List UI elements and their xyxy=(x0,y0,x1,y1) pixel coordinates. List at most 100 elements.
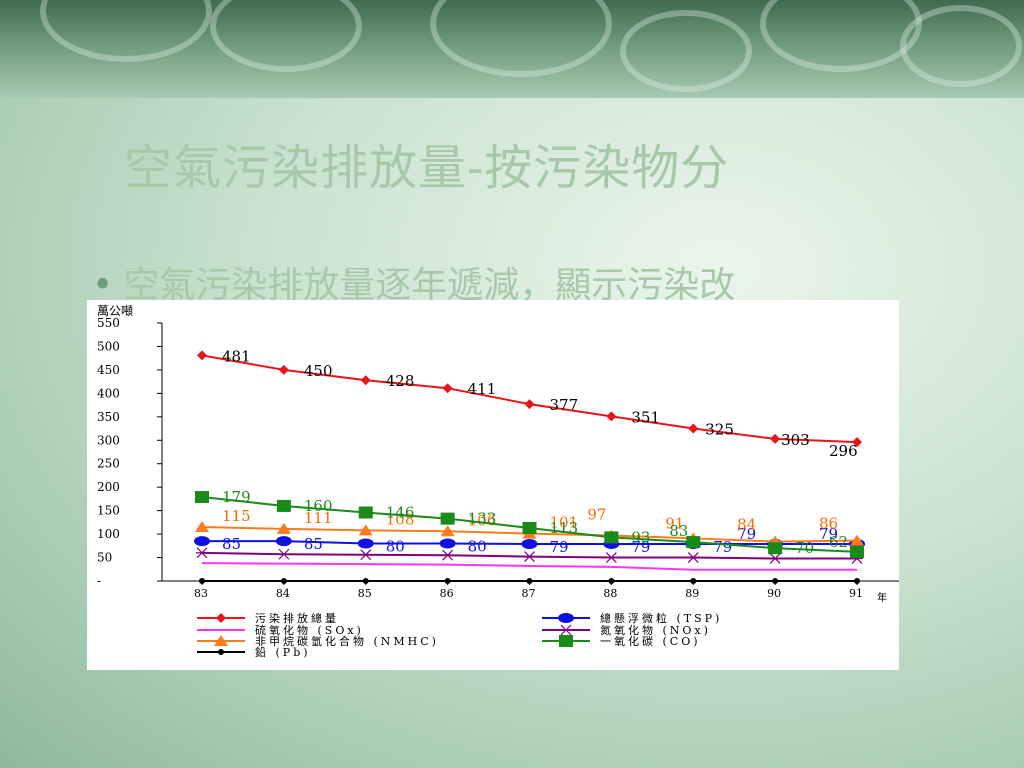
y-tick-label: 350 xyxy=(97,410,120,424)
series-1-marker xyxy=(357,538,374,549)
series-1-data-label: 79 xyxy=(631,538,650,556)
bullet-item: • 空氣污染排放量逐年遞減，顯示污染改 xyxy=(92,256,912,302)
series-0-marker xyxy=(442,383,453,394)
legend-marker xyxy=(218,649,224,655)
series-0-line xyxy=(201,354,858,444)
series-4-data-label: 86 xyxy=(819,515,838,533)
series-5-data-label: 62 xyxy=(829,533,848,551)
series-1-marker xyxy=(275,536,292,547)
x-tick-label: 91 xyxy=(849,587,863,600)
series-4-data-label: 84 xyxy=(737,516,756,534)
series-6-marker xyxy=(690,578,697,584)
series-5-data-label: 83 xyxy=(669,522,688,540)
legend-label: 一氧化碳 (CO) xyxy=(600,634,701,648)
series-6-marker xyxy=(444,578,451,584)
legend-label: 氮氧化物 (NOx) xyxy=(600,623,711,637)
series-5-data-label: 93 xyxy=(631,528,650,546)
series-4-data-label: 115 xyxy=(222,507,251,525)
series-3-marker xyxy=(196,547,208,559)
series-3-marker xyxy=(769,553,782,564)
legend-label: 總懸浮微粒 (TSP) xyxy=(600,611,722,625)
series-0-marker xyxy=(278,364,289,375)
series-6-marker xyxy=(199,578,205,584)
series-0-marker xyxy=(606,411,617,422)
series-5-marker xyxy=(358,506,373,519)
series-1-data-label: 85 xyxy=(222,535,241,553)
series-4-data-label: 111 xyxy=(304,509,333,527)
y-tick-label: 100 xyxy=(97,527,120,541)
series-4-marker xyxy=(358,524,373,536)
series-3-marker xyxy=(605,552,618,563)
legend-marker xyxy=(558,613,574,623)
y-tick-label: 450 xyxy=(97,363,120,377)
slide-title: 空氣污染排放量-按污染物分 xyxy=(124,140,730,196)
legend-label: 污染排放總量 xyxy=(255,611,339,625)
series-5-marker xyxy=(276,499,291,512)
series-1-data-label: 85 xyxy=(304,535,323,553)
series-6-marker xyxy=(280,578,287,584)
x-tick-label: 89 xyxy=(685,587,699,600)
series-1-data-label: 79 xyxy=(713,538,732,556)
series-0-data-label: 351 xyxy=(631,408,660,426)
series-0-data-label: 411 xyxy=(468,380,497,398)
series-0-data-label: 481 xyxy=(222,347,251,365)
series-0-data-label: 296 xyxy=(829,442,858,460)
series-4-data-label: 91 xyxy=(665,514,684,532)
series-6-marker xyxy=(526,578,533,584)
series-0-marker xyxy=(360,375,371,386)
series-1-marker xyxy=(439,538,456,549)
series-0-data-label: 325 xyxy=(705,421,734,439)
y-tick-label: 200 xyxy=(97,480,120,494)
series-3-marker xyxy=(523,551,536,563)
series-3-line xyxy=(201,551,857,560)
series-6-marker xyxy=(608,578,615,584)
x-tick-label: 86 xyxy=(440,587,454,600)
series-1-data-label: 79 xyxy=(737,525,756,543)
series-5-marker xyxy=(686,536,701,549)
series-4-marker xyxy=(195,521,209,533)
series-6-marker xyxy=(362,578,369,584)
series-3-marker xyxy=(277,548,290,560)
series-0-data-label: 428 xyxy=(386,372,415,390)
series-4-marker xyxy=(276,522,291,534)
y-tick-label: 400 xyxy=(97,386,120,400)
series-6-marker xyxy=(772,578,779,584)
series-5-marker xyxy=(604,531,619,544)
bullet-dot-icon: • xyxy=(92,265,114,302)
series-5-data-label: 113 xyxy=(550,519,579,537)
series-0-data-label: 303 xyxy=(781,431,810,449)
x-tick-label: 83 xyxy=(194,587,208,600)
x-tick-label: 85 xyxy=(358,587,372,600)
legend-marker xyxy=(214,635,228,646)
legend-label: 非甲烷碳氫化合物 (NMHC) xyxy=(255,634,439,648)
legend-marker xyxy=(559,635,573,647)
series-4-marker xyxy=(440,525,455,537)
legend-label: 鉛 (Pb) xyxy=(255,645,311,659)
y-tick-label: 550 xyxy=(97,316,120,330)
series-5-data-label: 160 xyxy=(304,497,333,515)
series-0-data-label: 377 xyxy=(550,396,579,414)
series-0-marker xyxy=(197,350,207,361)
legend-marker xyxy=(560,624,572,636)
series-3-marker xyxy=(359,549,372,561)
series-5-marker xyxy=(850,545,864,558)
series-5-marker xyxy=(440,512,455,525)
x-tick-label: 84 xyxy=(276,587,290,600)
series-5-data-label: 179 xyxy=(222,488,251,506)
x-axis-unit: 年 xyxy=(877,591,887,604)
y-tick-label: 300 xyxy=(97,433,120,447)
series-1-data-label: 79 xyxy=(819,525,838,543)
x-tick-label: 88 xyxy=(603,587,617,600)
y-tick-label: - xyxy=(97,574,101,588)
legend-label: 硫氧化物 (SOx) xyxy=(255,623,364,637)
x-tick-label: 90 xyxy=(767,587,781,600)
y-axis-label: 萬公噸 xyxy=(97,304,133,318)
legend-marker xyxy=(216,613,226,623)
y-tick-label: 500 xyxy=(97,339,120,353)
series-4-data-label: 106 xyxy=(468,511,497,529)
series-0-marker xyxy=(688,423,699,434)
x-tick-label: 87 xyxy=(522,587,536,600)
series-4-data-label: 97 xyxy=(587,505,606,523)
series-0-marker xyxy=(770,433,781,444)
